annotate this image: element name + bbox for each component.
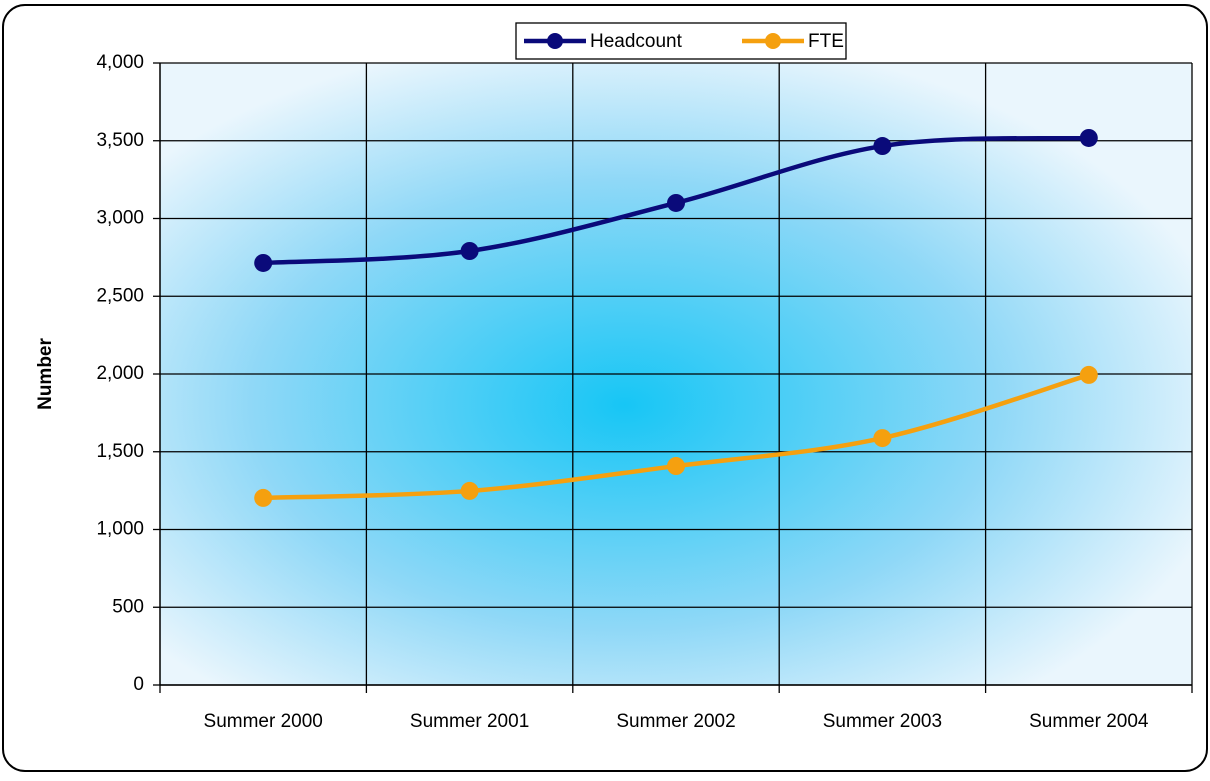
y-tick-label: 4,000 xyxy=(96,52,144,73)
legend-marker xyxy=(765,33,781,49)
data-point xyxy=(1079,128,1098,147)
x-tick-label: Summer 2000 xyxy=(204,711,323,732)
y-tick-label: 1,500 xyxy=(96,441,144,462)
y-tick-label: 0 xyxy=(133,674,144,695)
data-point xyxy=(254,253,273,272)
data-point xyxy=(667,193,685,212)
y-tick-label: 3,000 xyxy=(96,208,144,229)
x-tick-label: Summer 2004 xyxy=(1029,711,1149,732)
data-point xyxy=(873,429,892,448)
data-point xyxy=(667,457,685,476)
data-point xyxy=(873,137,892,156)
y-tick-label: 2,000 xyxy=(96,363,144,384)
legend-label: Headcount xyxy=(590,31,683,52)
x-tick-label: Summer 2002 xyxy=(616,711,735,732)
data-point xyxy=(1079,365,1098,384)
y-axis-label: Number xyxy=(35,338,56,410)
x-tick-label: Summer 2003 xyxy=(823,711,942,732)
legend-marker xyxy=(547,33,563,49)
y-tick-label: 500 xyxy=(112,596,144,617)
data-point xyxy=(254,488,273,507)
data-point xyxy=(460,481,479,500)
legend-label: FTE xyxy=(808,31,844,52)
y-tick-label: 3,500 xyxy=(96,130,144,151)
data-point xyxy=(460,241,479,260)
y-tick-label: 2,500 xyxy=(96,285,144,306)
y-tick-label: 1,000 xyxy=(96,519,144,540)
x-tick-label: Summer 2001 xyxy=(410,711,529,732)
